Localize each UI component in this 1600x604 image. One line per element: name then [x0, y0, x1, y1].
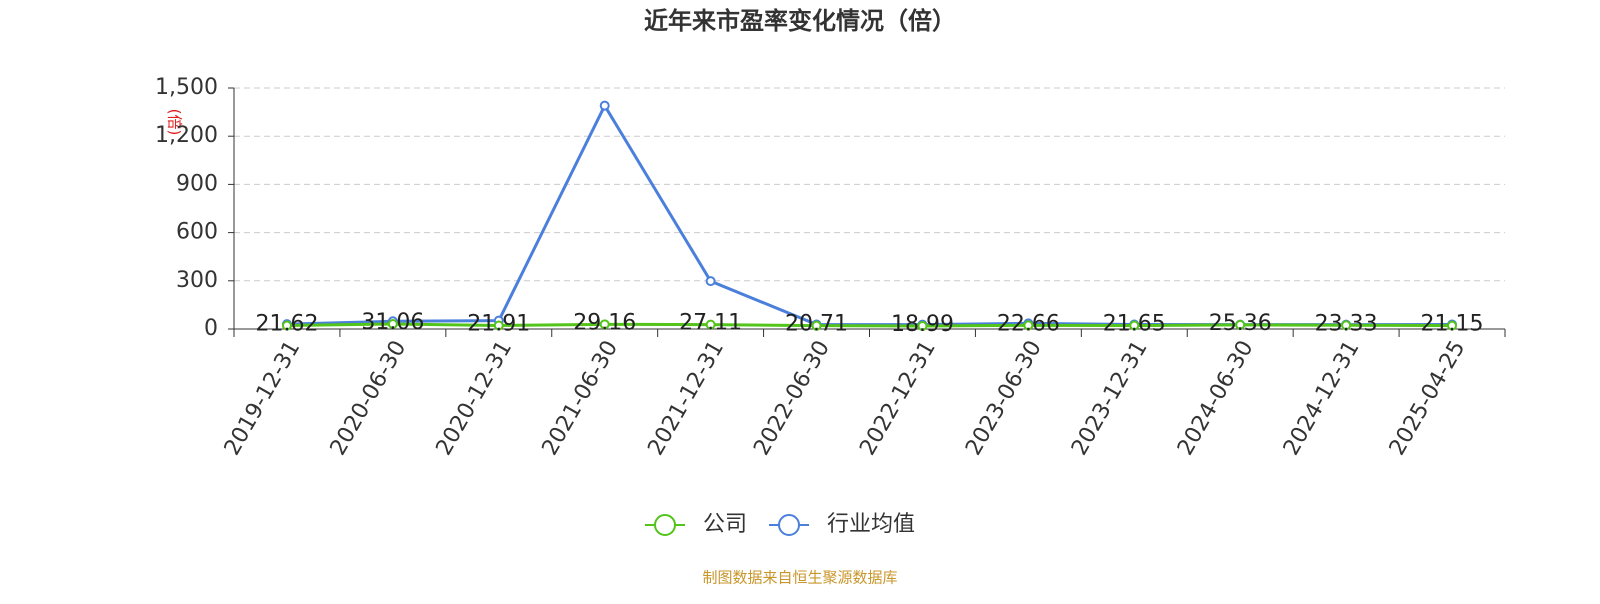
- legend-label: 公司: [703, 512, 747, 537]
- series-line: [286, 102, 1453, 327]
- y-tick-label: 1,200: [155, 123, 218, 148]
- x-tick-label: 2025-04-25: [1385, 337, 1471, 460]
- point: [705, 319, 716, 330]
- y-tick-label: 0: [204, 316, 218, 341]
- point: [705, 276, 716, 287]
- legend-marker: [778, 514, 801, 536]
- data-label: 21.15: [1421, 312, 1484, 337]
- point: [811, 320, 822, 331]
- y-axis-label: (倍): [166, 109, 184, 136]
- data-label: 31.06: [361, 310, 424, 335]
- y-tick-label: 900: [176, 171, 218, 196]
- x-tick-label: 2019-12-31: [220, 337, 306, 460]
- data-label: 22.66: [997, 311, 1060, 336]
- x-tick-label: 2022-12-31: [855, 337, 941, 460]
- data-label: 25.36: [1209, 311, 1272, 336]
- data-label: 20.71: [785, 312, 848, 337]
- x-tick-label: 2020-12-31: [432, 337, 518, 460]
- x-tick-label: 2022-06-30: [749, 337, 835, 460]
- point: [599, 319, 610, 330]
- point: [1235, 319, 1246, 330]
- x-tick-label: 2023-12-31: [1067, 337, 1153, 460]
- point: [281, 320, 292, 331]
- point: [493, 320, 504, 331]
- data-label: 21.62: [255, 312, 318, 337]
- data-label: 18.99: [891, 312, 954, 337]
- data-label: 27.11: [679, 311, 742, 336]
- x-tick-label: 2021-12-31: [643, 337, 729, 460]
- data-label: 21.91: [467, 311, 530, 336]
- data-label: 21.65: [1103, 312, 1166, 337]
- point: [1129, 320, 1140, 331]
- data-label: 23.33: [1315, 311, 1378, 336]
- x-tick-label: 2024-06-30: [1173, 337, 1259, 460]
- legend-label: 行业均值: [827, 512, 915, 537]
- x-tick-label: 2020-06-30: [326, 337, 412, 460]
- point: [1447, 320, 1458, 331]
- y-tick-label: 1,500: [155, 75, 218, 100]
- series-line: [286, 322, 1453, 328]
- chart-title: 近年来市盈率变化情况（倍）: [644, 7, 956, 35]
- x-tick-label: 2023-06-30: [961, 337, 1047, 460]
- point: [387, 319, 398, 330]
- point: [1023, 320, 1034, 331]
- point: [1341, 320, 1352, 331]
- y-tick-label: 300: [176, 268, 218, 293]
- point: [917, 320, 928, 331]
- data-label: 29.16: [573, 310, 636, 335]
- source-note: 制图数据来自恒生聚源数据库: [702, 569, 897, 587]
- x-tick-label: 2024-12-31: [1279, 337, 1365, 460]
- point: [599, 100, 610, 111]
- x-tick-label: 2021-06-30: [538, 337, 624, 460]
- y-tick-label: 600: [176, 220, 218, 245]
- legend-marker: [654, 514, 676, 536]
